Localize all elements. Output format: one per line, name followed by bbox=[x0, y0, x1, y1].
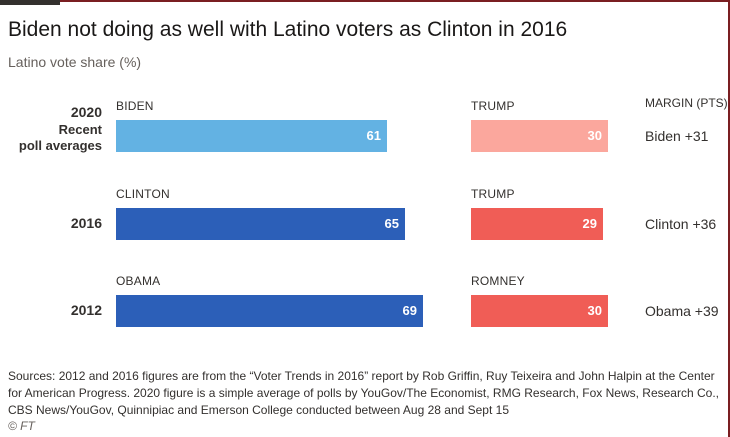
year-label: 2012 bbox=[70, 302, 102, 318]
chart-row-2020: BIDEN TRUMP 2020 Recent poll averages 61 30 Bid… bbox=[0, 90, 730, 170]
rep-candidate-label: TRUMP bbox=[471, 99, 515, 113]
rep-candidate-label: ROMNEY bbox=[471, 274, 525, 288]
margin-value: Obama +39 bbox=[645, 303, 719, 319]
ft-credit: © FT bbox=[8, 419, 35, 433]
chart-plot-area: BIDEN TRUMP 2020 Recent poll averages 61 30 Bid… bbox=[0, 90, 730, 352]
margin-column-header: MARGIN (PTS) bbox=[645, 96, 728, 110]
year-label: 2020 bbox=[70, 104, 102, 120]
dem-bar: 61 bbox=[116, 120, 387, 152]
chart-subtitle: Latino vote share (%) bbox=[8, 54, 142, 70]
rep-bar-value: 30 bbox=[587, 128, 602, 143]
dem-bar-value: 69 bbox=[402, 303, 417, 318]
chart-title: Biden not doing as well with Latino vote… bbox=[8, 18, 568, 41]
sources-note: Sources: 2012 and 2016 figures are from … bbox=[8, 369, 719, 417]
dem-bar-value: 65 bbox=[384, 216, 399, 231]
margin-value: Clinton +36 bbox=[645, 216, 717, 232]
dem-bar: 69 bbox=[116, 295, 423, 327]
dem-candidate-label: OBAMA bbox=[116, 274, 161, 288]
year-note-line-2: poll averages bbox=[18, 138, 102, 153]
year-label: 2016 bbox=[70, 215, 102, 231]
brand-bar bbox=[0, 0, 60, 5]
rep-candidate-label: TRUMP bbox=[471, 187, 515, 201]
rep-bar-value: 29 bbox=[582, 216, 597, 231]
dem-candidate-label: CLINTON bbox=[116, 187, 170, 201]
rep-bar: 30 bbox=[471, 295, 608, 327]
chart-row-2016: CLINTON TRUMP 2016 65 29 Clinton +36 bbox=[0, 178, 730, 258]
year-note-line-1: Recent bbox=[58, 122, 102, 137]
dem-bar-value: 61 bbox=[366, 128, 381, 143]
rep-bar-value: 30 bbox=[587, 303, 602, 318]
dem-bar: 65 bbox=[116, 208, 405, 240]
rep-bar: 30 bbox=[471, 120, 608, 152]
dem-candidate-label: BIDEN bbox=[116, 99, 154, 113]
rep-bar: 29 bbox=[471, 208, 603, 240]
chart-row-2012: OBAMA ROMNEY 2012 69 30 Obama +39 bbox=[0, 265, 730, 345]
margin-value: Biden +31 bbox=[645, 128, 709, 144]
